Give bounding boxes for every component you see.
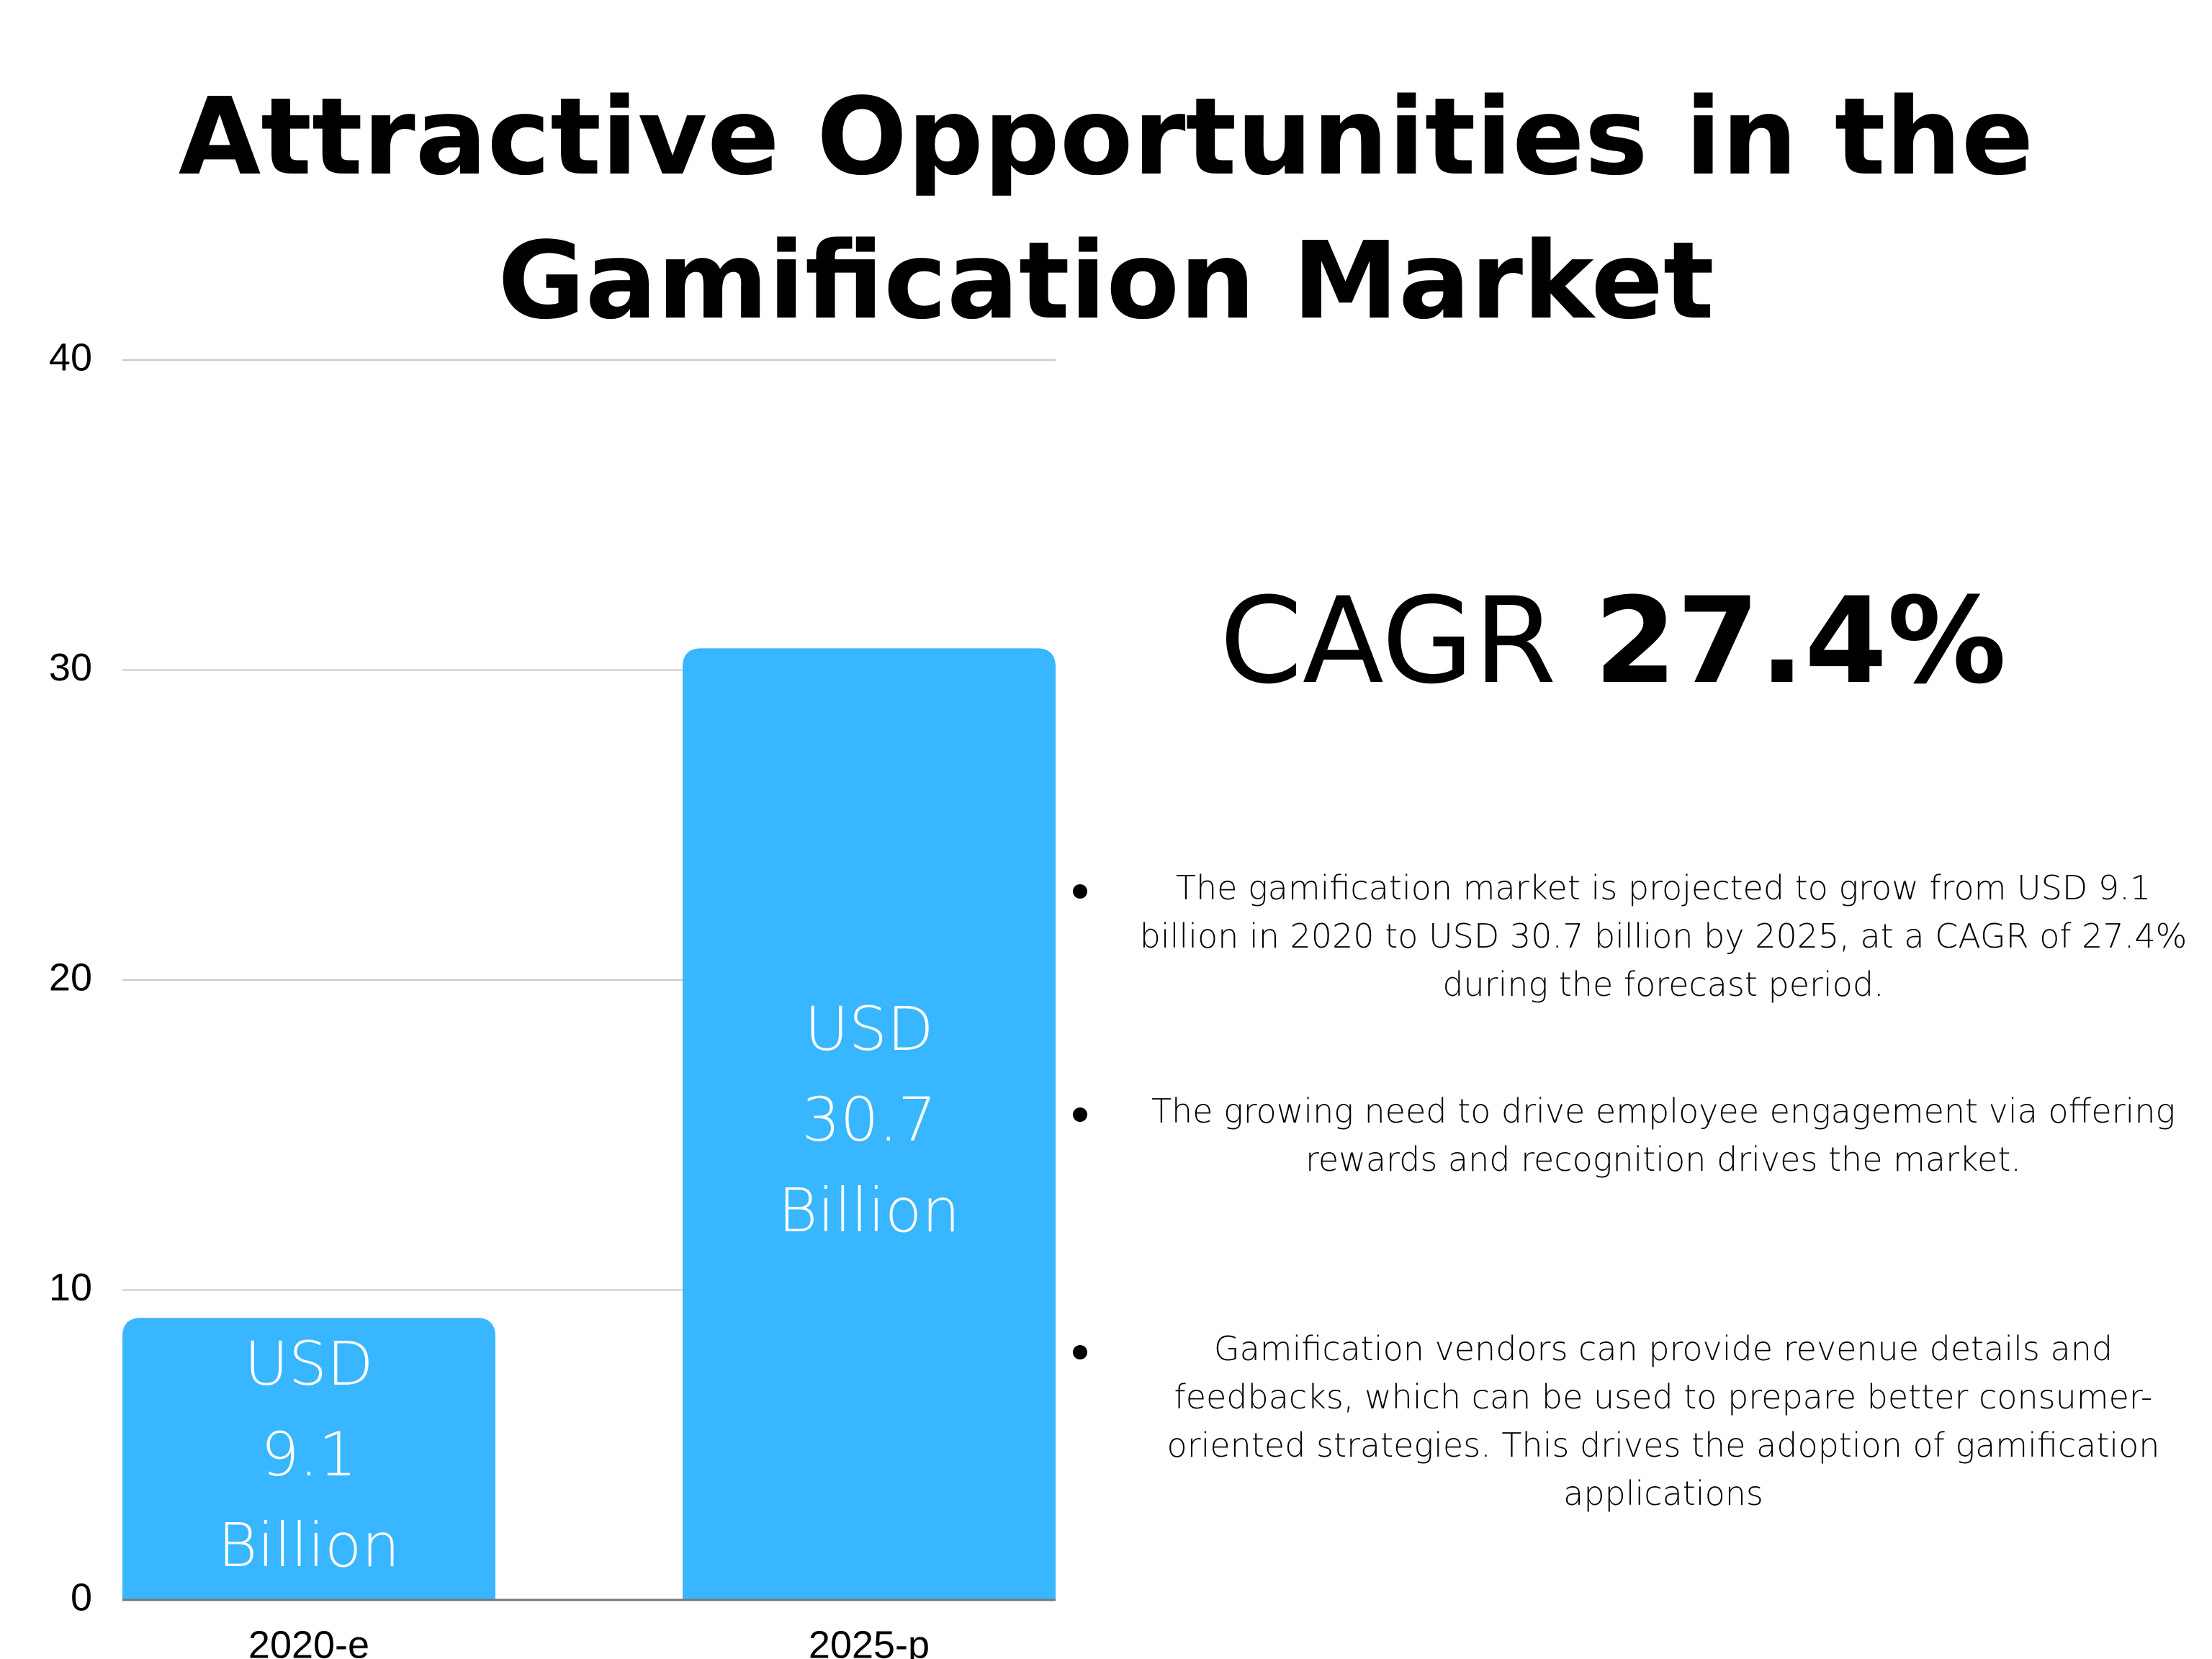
y-tick-label: 40 (49, 336, 92, 379)
cagr-value: 27.4% (1593, 572, 2007, 710)
bullet-dot-icon (1073, 1345, 1087, 1359)
chart-data-labels: USD 9.1 Billion USD 30.7 Billion (218, 994, 961, 1581)
chart-y-axis: 0 10 20 30 40 (49, 336, 92, 1619)
market-size-bar-chart: 0 10 20 30 40 2020-e 2025-p USD 9.1 Billion USD 3… (49, 336, 1056, 1659)
x-tick-label: 2025-p (809, 1623, 930, 1659)
chart-bars (122, 648, 1056, 1600)
bar-data-label: 30.7 (801, 1084, 936, 1155)
bar-data-label: Billion (778, 1175, 961, 1246)
page-title-line-1: Attractive Opportunities in the (178, 75, 2034, 199)
y-tick-label: 30 (49, 646, 92, 689)
bar-data-label: USD (804, 994, 933, 1064)
bar-data-label: Billion (218, 1510, 400, 1581)
y-tick-label: 0 (71, 1575, 92, 1619)
page-title: Attractive Opportunities in the Gamifica… (0, 65, 2212, 353)
insight-text: The growing need to drive employee engag… (1151, 1092, 2176, 1179)
page-title-line-2: Gamification Market (498, 219, 1714, 343)
bullet-dot-icon (1073, 884, 1087, 899)
insight-text: The gamification market is projected to … (1139, 868, 2188, 1004)
bullet-dot-icon (1073, 1107, 1087, 1122)
y-tick-label: 20 (49, 956, 92, 999)
cagr-highlight: CAGR 27.4% (1094, 569, 2131, 713)
bar-data-label: USD (244, 1328, 373, 1399)
bar-data-label: 9.1 (261, 1419, 357, 1490)
x-tick-label: 2020-e (248, 1623, 369, 1659)
y-tick-label: 10 (49, 1266, 92, 1309)
insight-text: Gamification vendors can provide revenue… (1166, 1329, 2160, 1513)
cagr-label: CAGR (1219, 572, 1557, 710)
bar-2020-e (122, 1318, 495, 1600)
bar-2025-p (683, 648, 1056, 1600)
chart-x-axis: 2020-e 2025-p (122, 1599, 1056, 1659)
